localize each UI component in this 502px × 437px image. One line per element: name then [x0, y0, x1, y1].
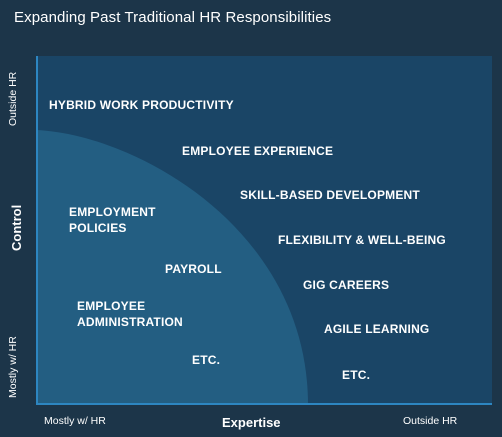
x-high-label: Outside HR [403, 415, 458, 427]
plot-area: EMPLOYMENT POLICIES PAYROLL EMPLOYEE ADM… [36, 56, 492, 405]
y-axis-title: Control [9, 204, 24, 251]
employment-policies-line-1: EMPLOYMENT [69, 205, 156, 219]
payroll-label: PAYROLL [165, 262, 222, 276]
plot-graphics [36, 56, 492, 405]
employee-administration-line-1: EMPLOYEE [77, 299, 146, 313]
diagram-title: Expanding Past Traditional HR Responsibi… [14, 9, 332, 26]
inner-hr-region [36, 130, 308, 405]
agile-learning-label: AGILE LEARNING [324, 322, 430, 336]
x-low-label: Mostly w/ HR [44, 415, 106, 427]
gig-careers-label: GIG CAREERS [303, 278, 390, 292]
flexibility-label: FLEXIBILITY & WELL-BEING [278, 233, 446, 247]
y-low-label: Mostly w/ HR [7, 336, 19, 398]
outside-etc-label: ETC. [342, 368, 371, 382]
y-high-label: Outside HR [7, 71, 19, 126]
hybrid-work-label: HYBRID WORK PRODUCTIVITY [49, 98, 234, 112]
employment-policies-label: EMPLOYMENT POLICIES [69, 205, 156, 236]
inside-etc-label: ETC. [192, 353, 221, 367]
employee-administration-line-2: ADMINISTRATION [77, 314, 183, 329]
employment-policies-line-2: POLICIES [69, 220, 127, 235]
x-axis-title: Expertise [222, 415, 281, 430]
employee-administration-label: EMPLOYEE ADMINISTRATION [77, 299, 183, 330]
skill-based-label: SKILL-BASED DEVELOPMENT [240, 188, 420, 202]
employee-experience-label: EMPLOYEE EXPERIENCE [182, 144, 334, 158]
